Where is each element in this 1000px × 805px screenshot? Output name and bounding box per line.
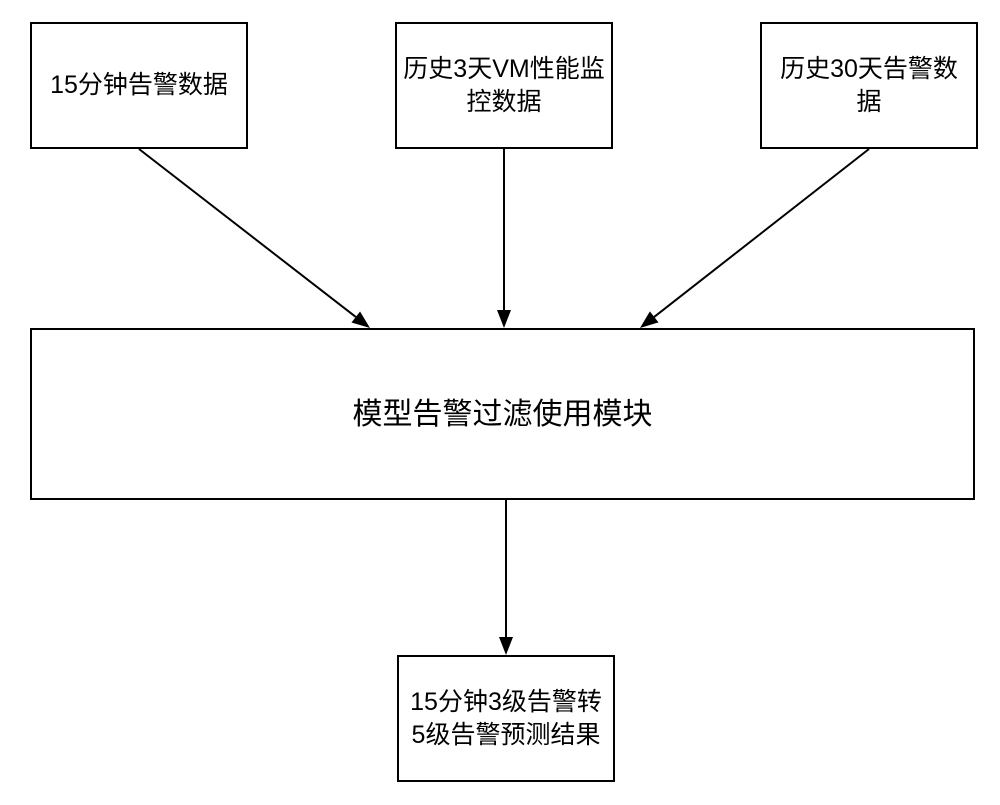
diagram-canvas: 15分钟告警数据 历史3天VM性能监控数据 历史30天告警数据 模型告警过滤使用… xyxy=(0,0,1000,805)
arrows-layer xyxy=(0,0,1000,805)
